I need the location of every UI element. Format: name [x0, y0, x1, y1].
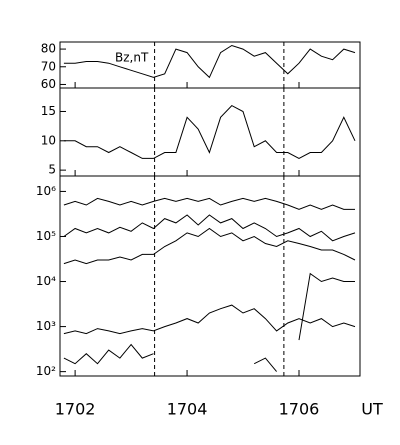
y-tick-label: 5: [48, 163, 56, 177]
x-tick-label: 1702: [55, 400, 96, 419]
x-tick-label: 1706: [279, 400, 320, 419]
y-tick-label: 10: [41, 133, 56, 147]
y-tick-label: 80: [41, 42, 56, 56]
panel-frame: [59, 175, 361, 377]
y-tick-label: 60: [41, 77, 56, 91]
data-line: [63, 272, 355, 372]
y-tick-label: 10³: [36, 319, 56, 333]
y-tick-label: 10⁴: [36, 274, 56, 288]
data-line: [63, 214, 356, 242]
x-tick-label: 1704: [167, 400, 208, 419]
y-tick-label: 70: [41, 59, 56, 73]
panel-frame: [59, 87, 361, 177]
x-axis-label: UT: [361, 400, 383, 419]
y-tick-label: 10⁵: [36, 229, 56, 243]
y-tick-label: 15: [41, 104, 56, 118]
y-tick-label: 10⁶: [36, 184, 56, 198]
data-line: [63, 227, 356, 265]
panel-frame: [59, 41, 361, 89]
data-line: [63, 104, 356, 159]
data-line: [63, 44, 356, 79]
data-line: [63, 197, 355, 210]
data-line: [63, 304, 356, 335]
y-tick-label: 10²: [36, 364, 56, 378]
panel-label: Bz,nT: [115, 51, 149, 65]
